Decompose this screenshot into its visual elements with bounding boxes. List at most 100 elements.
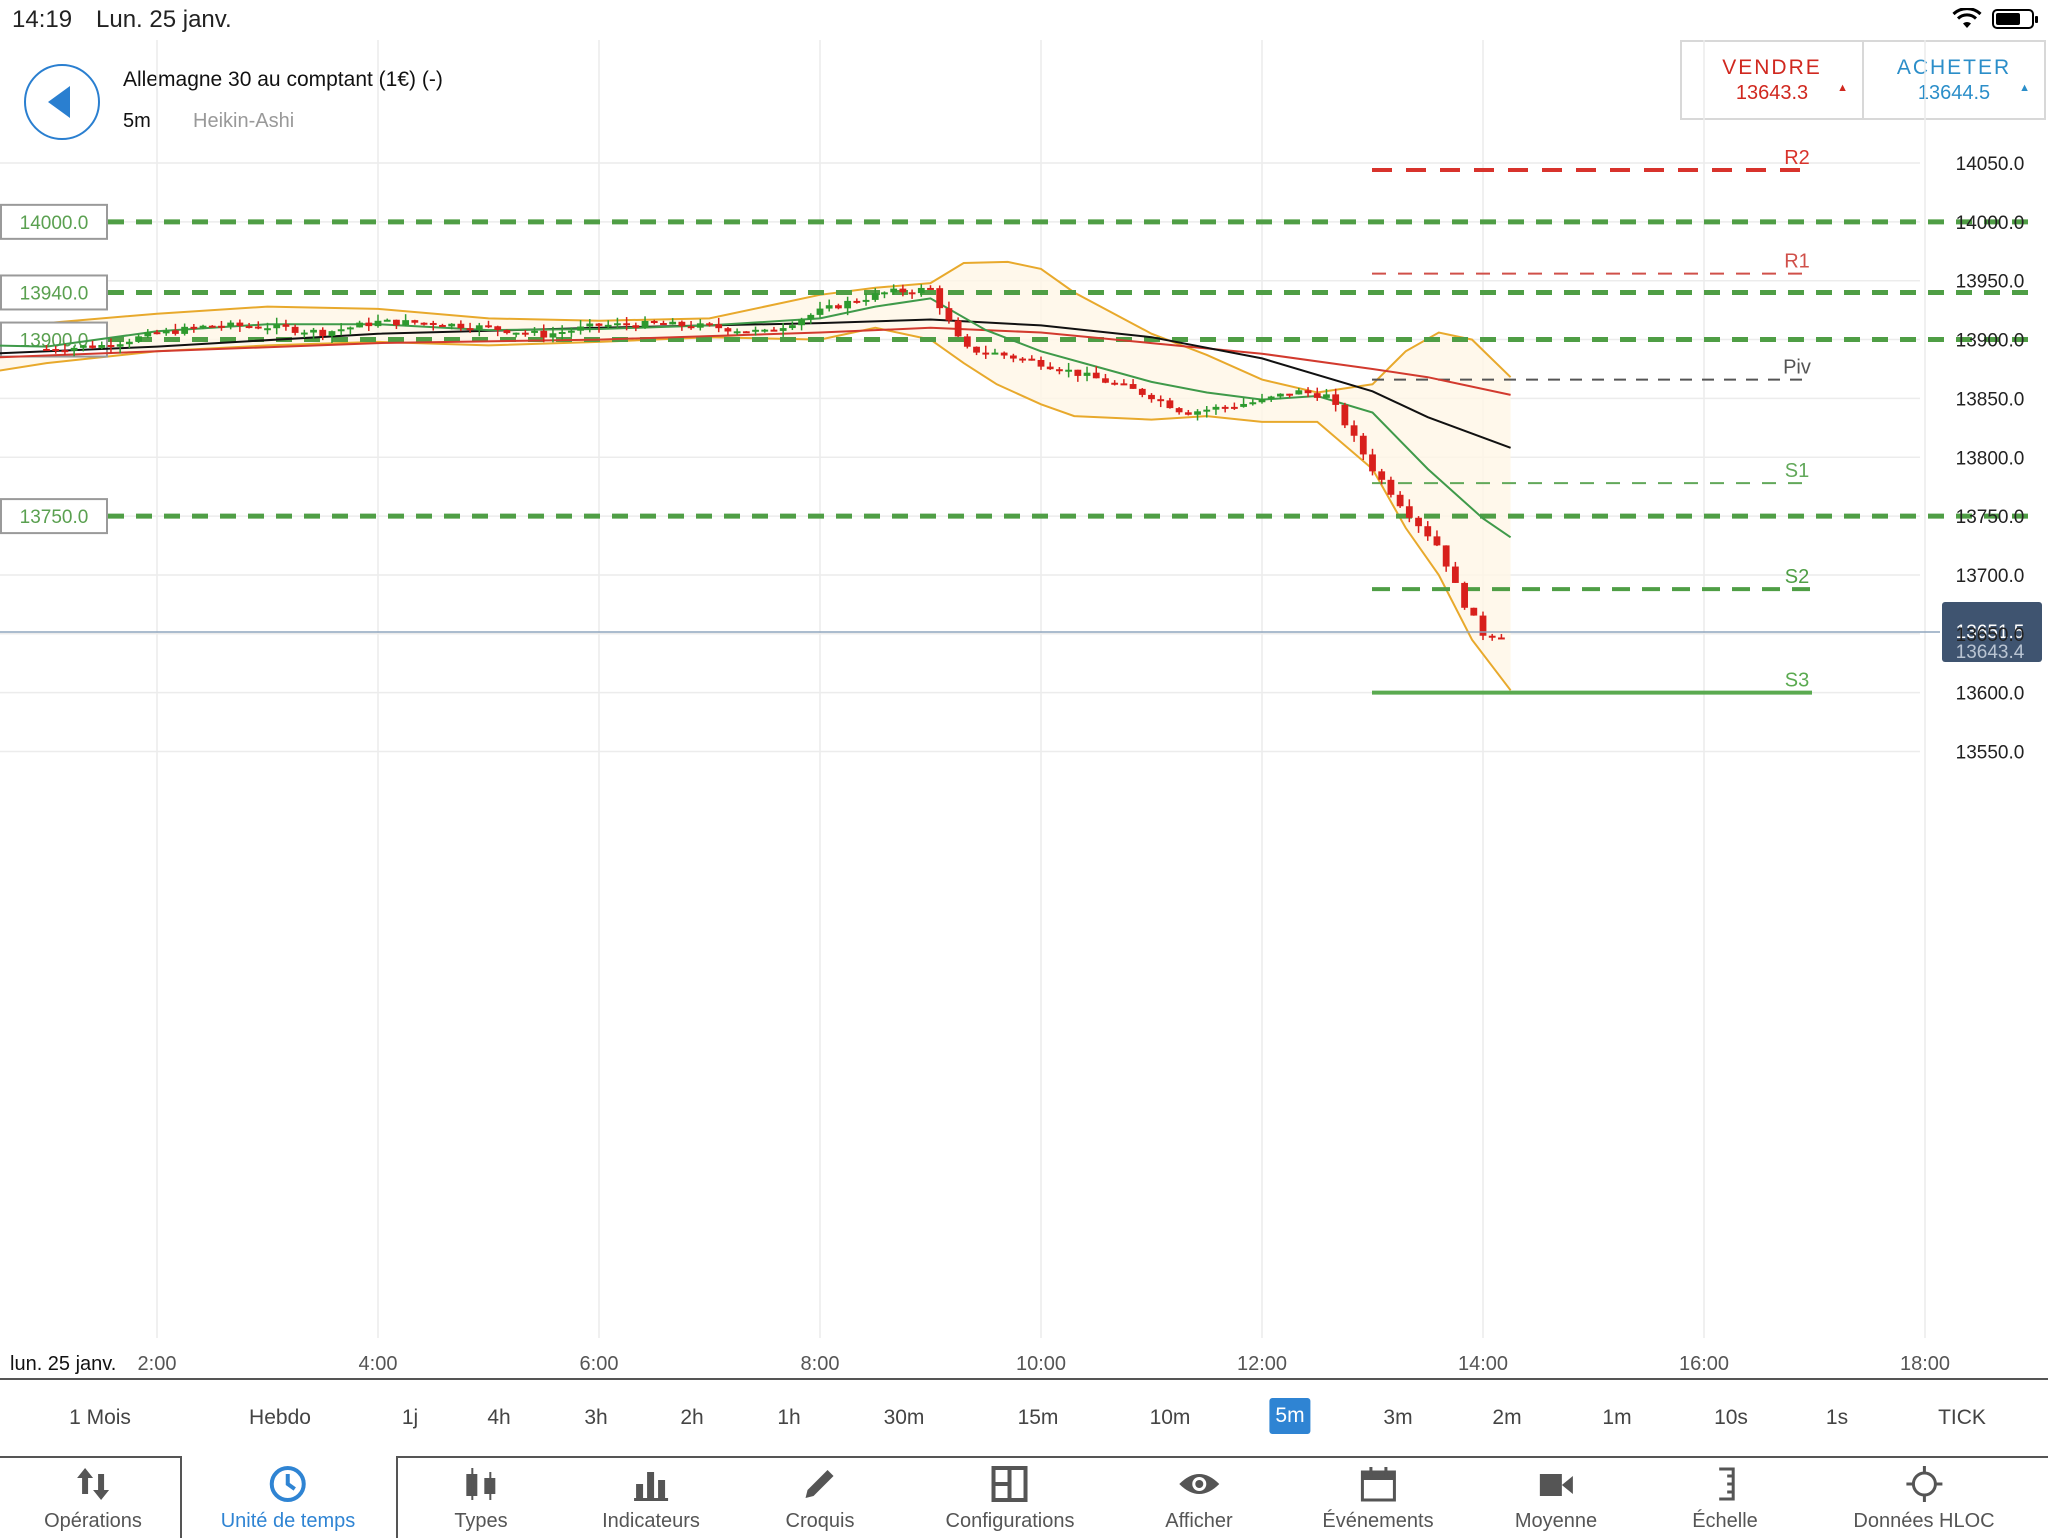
x-axis-date-label: lun. 25 janv. [10,1353,116,1375]
candle-body [973,346,980,353]
tool-crosshair[interactable]: Données HLOC [1853,1458,1995,1538]
candle-body [1092,372,1100,379]
candle-body [1138,388,1146,395]
x-tick-label: 4:00 [359,1353,398,1375]
candle-body [135,336,142,342]
candle-body [1323,394,1330,398]
timeframe-2h[interactable]: 2h [680,1406,704,1429]
candle-body [899,288,907,293]
tool-pencil[interactable]: Croquis [786,1458,854,1538]
tool-label: Moyenne [1514,1510,1598,1532]
tool-label: Opérations [44,1510,142,1532]
candle-body [1184,412,1192,415]
candle-body [52,349,60,352]
candle-body [319,329,327,336]
tool-camera[interactable]: Moyenne [1515,1458,1597,1538]
x-tick-label: 2:00 [138,1353,177,1375]
x-tick-label: 16:00 [1679,1353,1729,1375]
tool-bar-chart[interactable]: Indicateurs [602,1458,700,1538]
trade-panel: VENDRE 13643.3 ▲ ACHETER 13644.5 ▲ [1680,40,2046,120]
tool-eye[interactable]: Afficher [1165,1458,1233,1538]
candle-body [264,328,271,331]
price-chart[interactable]: 14000.0 13940.0 13900.0 13750.0 R2 R1 Piv S1 S2… [0,40,2048,1378]
timeframe-3m[interactable]: 3m [1383,1406,1413,1429]
timeframe-30m[interactable]: 30m [883,1406,925,1429]
timeframe-15m[interactable]: 15m [1017,1406,1059,1429]
y-tick-label: 13850.0 [1956,389,2025,410]
candle-body [982,352,990,355]
bottom-toolbar: Opérations Unité de temps Types Indicateurs… [0,1456,2048,1538]
pivot-label: S3 [1785,670,1809,692]
camera-icon [1515,1458,1597,1504]
candle-body [908,292,916,295]
candle-body [420,322,428,325]
candle-body [696,323,704,328]
candle-body [1157,399,1165,402]
timeframe-2m[interactable]: 2m [1492,1406,1522,1429]
timeframe-1s[interactable]: 1s [1825,1406,1849,1429]
candle-body [1415,517,1422,527]
timeframe-10m[interactable]: 10m [1149,1406,1191,1429]
timeframe-10s[interactable]: 10s [1714,1406,1748,1429]
timeframe-1m[interactable]: 1m [1602,1406,1632,1429]
timeframe-3h[interactable]: 3h [584,1406,608,1429]
tool-layout[interactable]: Configurations [945,1458,1075,1538]
tool-clock[interactable]: Unité de temps [221,1458,355,1538]
timeframe-1h[interactable]: 1h [777,1406,801,1429]
timeframe-tick[interactable]: TICK [1938,1406,1986,1429]
candle-body [402,320,410,326]
candle-body [678,321,686,327]
candle-body [1111,382,1119,385]
candle-body [393,319,400,326]
candle-body [1433,536,1441,546]
y-tick-label: 13950.0 [1956,272,2025,293]
candle-body [798,319,805,326]
candle-body [706,323,713,326]
candle-body [291,326,299,333]
candle-body [503,329,511,334]
tool-candles[interactable]: Types [454,1458,508,1538]
pivot-lines: R2 R1 Piv S1 S2 S3 [1372,147,1812,695]
candle-body [1378,471,1386,480]
candle-body [1461,582,1468,608]
timeframe-hebdo[interactable]: Hebdo [249,1406,311,1429]
candle-body [1369,454,1376,472]
candle-body [365,322,373,327]
candle-body [844,300,852,309]
tool-scale[interactable]: Échelle [1692,1458,1758,1538]
candle-body [1249,402,1257,405]
tool-calendar[interactable]: Événements [1322,1458,1434,1538]
x-tick-label: 8:00 [801,1353,840,1375]
bollinger-lower-line [0,326,1512,691]
candle-body [70,347,78,351]
candle-body [337,329,345,332]
chart-axes: 14050.0 14000.0 13950.0 13900.0 13850.0 13800… [0,154,2024,1376]
timeframe-5m[interactable]: 5m [1269,1398,1311,1434]
bollinger-fill [0,261,1511,691]
x-tick-label: 6:00 [580,1353,619,1375]
candle-body [687,326,695,329]
status-time: 14:19 [12,6,73,33]
candle-body [1166,400,1174,409]
candle-body [1442,545,1450,567]
timeframe-4h[interactable]: 4h [487,1406,511,1429]
candle-body [98,345,106,348]
candle-body [1387,479,1395,495]
candle-body [1240,403,1247,407]
back-button[interactable] [24,64,100,140]
tool-updown-arrows[interactable]: Opérations [44,1458,142,1538]
candle-body [218,325,225,328]
x-axis-label-bg [0,1346,136,1376]
candle-body [650,320,658,323]
tool-label: Configurations [945,1510,1075,1532]
candle-body [890,288,898,293]
y-tick-label: 13600.0 [1956,684,2025,705]
candle-body [660,322,667,325]
timeframe-1j[interactable]: 1j [401,1406,419,1429]
sell-button[interactable]: VENDRE 13643.3 ▲ [1682,42,1862,118]
timeframe-1-mois[interactable]: 1 Mois [69,1406,131,1429]
candle-body [429,322,437,325]
timeframe-bar: 1 Mois Hebdo 1j 4h 3h 2h 1h 30m 15m 10m 5m 3m 2m 1m 10… [0,1378,2048,1456]
candle-body [1028,358,1036,361]
